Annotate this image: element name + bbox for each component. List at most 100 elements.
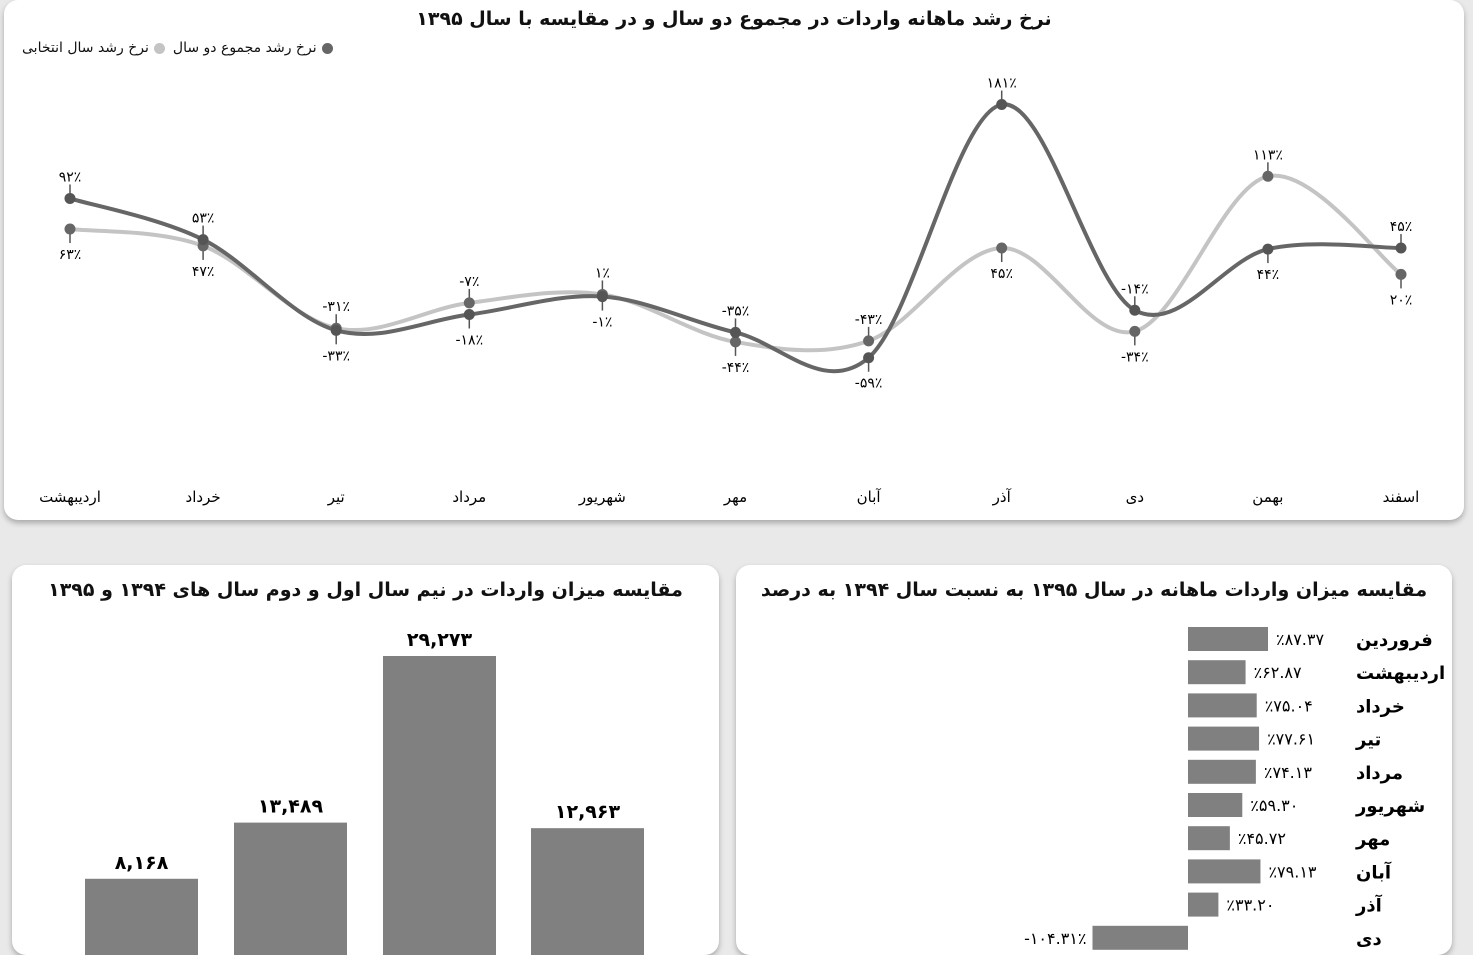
line-chart-legend: نرخ رشد مجموع دو سال نرخ رشد سال انتخابی — [22, 40, 333, 56]
point-total[interactable] — [197, 234, 209, 246]
data-label-total: -۱۴٪ — [1121, 281, 1149, 297]
hbar-bar[interactable] — [1188, 660, 1246, 685]
data-label-total: -۱۸٪ — [455, 332, 483, 348]
hbar-bar[interactable] — [1188, 826, 1230, 851]
x-tick-label: اسفند — [1383, 488, 1420, 506]
point-selected[interactable] — [730, 336, 741, 348]
x-tick-label: شهریور — [578, 488, 626, 506]
hbar-category-label: آبان — [1356, 860, 1392, 883]
column-value-label: ۲۹,۲۷۳ — [407, 629, 473, 651]
data-label-total: ۴۵٪ — [1390, 219, 1413, 235]
hbar-category-label: دی — [1356, 929, 1382, 950]
data-label-selected: -۳۴٪ — [1121, 349, 1149, 365]
point-selected[interactable] — [463, 297, 475, 309]
hbar-bar[interactable] — [1188, 627, 1268, 651]
point-total[interactable] — [863, 352, 875, 364]
half-year-bar-chart-card: مقایسه میزان واردات در نیم سال اول و دوم… — [12, 565, 719, 955]
column-bar[interactable] — [383, 656, 496, 955]
hbar-bar[interactable] — [1188, 693, 1257, 718]
x-tick-label: تیر — [327, 488, 345, 506]
data-label-selected: ۴۵٪ — [990, 266, 1013, 282]
hbar-value-label: ٪۳۳.۲۰ — [1226, 896, 1274, 915]
legend-item-total[interactable]: نرخ رشد مجموع دو سال — [173, 40, 333, 56]
column-chart-plot: ۸,۱۶۸ ۱۳,۴۸۹ ۲۹,۲۷۳ ۱۲,۹۶۳ — [85, 629, 644, 955]
data-label-selected: ۶۳٪ — [59, 247, 82, 263]
column-bar[interactable] — [85, 878, 198, 955]
hbar-value-label: ٪۷۷.۶۱ — [1267, 730, 1315, 749]
column-value-label: ۱۳,۴۸۹ — [258, 796, 324, 818]
line-chart-plot: اردیبهشت خرداد تیر مرداد شهریور مهر آبان آذر دی ب… — [39, 76, 1420, 506]
point-total[interactable] — [463, 308, 475, 320]
x-tick-label: اردیبهشت — [39, 488, 101, 506]
hbar-category-label: شهریور — [1355, 796, 1425, 817]
x-tick-label: آبان — [857, 488, 882, 506]
column-chart-title: مقایسه میزان واردات در نیم سال اول و دوم… — [48, 579, 683, 601]
line-chart-title: نرخ رشد ماهانه واردات در مجموع دو سال و … — [416, 8, 1052, 30]
data-label-total: ۹۲٪ — [59, 169, 82, 185]
point-total[interactable] — [1129, 304, 1141, 316]
x-tick-label: مرداد — [452, 488, 486, 506]
series-line-total — [69, 102, 1402, 374]
hbar-chart-title: مقایسه میزان واردات ماهانه در سال ۱۳۹۵ ب… — [760, 579, 1428, 601]
point-selected[interactable] — [1129, 325, 1141, 337]
hbar-bar[interactable] — [1188, 793, 1243, 817]
point-total[interactable] — [730, 326, 741, 338]
data-label-selected: -۴۳٪ — [855, 312, 883, 328]
hbar-value-label: ٪۵۹.۳۰ — [1250, 796, 1298, 815]
legend-item-selected[interactable]: نرخ رشد سال انتخابی — [22, 40, 165, 56]
data-label-total: -۵۹٪ — [855, 376, 883, 392]
column-value-label: ۸,۱۶۸ — [115, 852, 169, 874]
x-tick-label: آذر — [992, 488, 1012, 506]
hbar-category-label: خرداد — [1356, 696, 1405, 717]
monthly-ratio-bar-chart-card: مقایسه میزان واردات ماهانه در سال ۱۳۹۵ ب… — [736, 565, 1452, 955]
x-tick-label: مهر — [723, 488, 747, 506]
column-value-label: ۱۲,۹۶۳ — [555, 801, 621, 823]
legend-dot-total — [321, 42, 333, 54]
hbar-value-label: ٪۷۴.۱۳ — [1264, 763, 1312, 782]
point-selected[interactable] — [1395, 268, 1407, 280]
data-label-total: -۳۳٪ — [322, 348, 350, 364]
hbar-category-label: اردیبهشت — [1356, 663, 1445, 684]
data-label-selected: ۱۱۳٪ — [1253, 147, 1283, 163]
hbar-bar[interactable] — [1188, 759, 1256, 784]
point-selected[interactable] — [863, 335, 875, 347]
hbar-bar[interactable] — [1188, 859, 1261, 884]
point-total[interactable] — [596, 291, 608, 303]
point-total[interactable] — [996, 99, 1008, 111]
hbar-bar[interactable] — [1092, 925, 1188, 950]
point-total[interactable] — [1262, 243, 1274, 255]
hbar-value-label: -۱۰۴.۳۱٪ — [1024, 929, 1086, 948]
hbar-value-label: ٪۷۵.۰۴ — [1265, 696, 1313, 715]
hbar-category-label: فروردین — [1356, 630, 1433, 651]
hbar-bar[interactable] — [1188, 726, 1260, 751]
data-label-total: -۳۵٪ — [722, 303, 750, 319]
column-bar[interactable] — [531, 828, 644, 955]
legend-dot-selected — [153, 42, 165, 54]
x-tick-label: خرداد — [186, 488, 221, 506]
data-label-selected: ۴۷٪ — [192, 264, 215, 280]
point-selected[interactable] — [1262, 170, 1274, 182]
data-label-selected: ۱٪ — [595, 265, 610, 281]
hbar-category-label: مرداد — [1356, 763, 1403, 784]
hbar-chart-plot: ٪۸۷.۳۷ فروردین ٪۶۲.۸۷ اردیبهشت ٪۷۵.۰۴ خرداد ٪۷… — [1024, 627, 1445, 950]
point-total[interactable] — [1395, 242, 1407, 254]
point-selected[interactable] — [996, 242, 1008, 254]
hbar-value-label: ٪۸۷.۳۷ — [1276, 630, 1324, 649]
point-total[interactable] — [64, 192, 76, 204]
data-label-total: ۵۳٪ — [192, 211, 215, 227]
data-label-total: -۱٪ — [592, 315, 612, 331]
point-total[interactable] — [330, 324, 342, 336]
hbar-value-label: ٪۶۲.۸۷ — [1254, 663, 1302, 682]
data-label-selected: ۲۰٪ — [1390, 292, 1413, 308]
legend-label-total: نرخ رشد مجموع دو سال — [172, 40, 317, 56]
data-label-selected: -۴۴٪ — [722, 360, 750, 376]
point-selected[interactable] — [64, 223, 76, 235]
hbar-value-label: ٪۷۹.۱۳ — [1268, 862, 1316, 881]
hbar-category-label: آذر — [1355, 894, 1383, 917]
hbar-value-label: ٪۴۵.۷۲ — [1238, 829, 1286, 848]
data-label-total: ۱۸۱٪ — [987, 76, 1017, 92]
x-tick-label: دی — [1126, 488, 1144, 506]
column-bar[interactable] — [234, 822, 347, 955]
data-label-selected: -۷٪ — [459, 274, 479, 290]
hbar-bar[interactable] — [1188, 892, 1219, 917]
